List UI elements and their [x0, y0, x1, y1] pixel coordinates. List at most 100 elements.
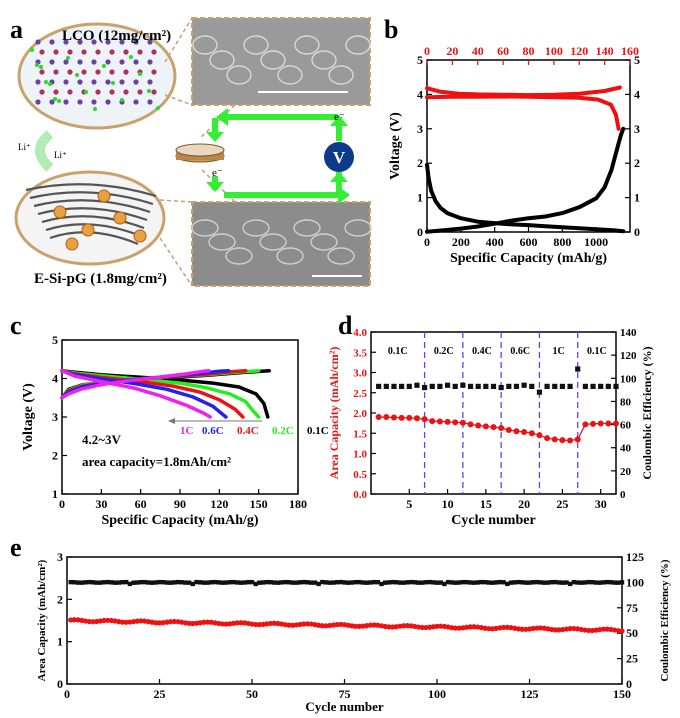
chart-d-efficiency-point — [544, 383, 550, 389]
lco-atom — [137, 89, 143, 95]
chart-b-x2tick-label: 100 — [545, 44, 563, 58]
lco-atom — [67, 49, 73, 55]
chart-b-plot-frame — [426, 59, 631, 233]
sem-grain — [191, 219, 219, 237]
chart-d-capacity-point — [498, 424, 505, 431]
chart-e-capacity-point — [600, 626, 607, 632]
chart-d-y2tick-label: 40 — [620, 443, 632, 455]
chart-e-capacity-point — [68, 617, 74, 623]
chart-b-ytick-label: 1 — [417, 191, 423, 205]
chart-e-efficiency-point — [124, 579, 129, 585]
sem-grain — [311, 50, 337, 70]
chart-e-efficiency-point — [327, 580, 332, 585]
chart-c-legend-label-0.6C: 0.6C — [202, 425, 224, 437]
lco-atom — [63, 99, 69, 105]
chart-e-efficiency-point — [294, 580, 299, 585]
chart-e-capacity-point — [123, 619, 129, 625]
sem-grain — [226, 65, 252, 85]
chart-d-efficiency-point — [376, 383, 382, 389]
chart-b-y2tick-label: 4 — [634, 87, 640, 101]
chart-e-efficiency-point — [508, 580, 514, 585]
chart-c-annotation-voltage-window: 4.2~3V — [82, 432, 122, 447]
chart-d-capacity-point — [590, 420, 597, 427]
chart-d-capacity-point — [383, 414, 390, 421]
chart-d-efficiency-point — [483, 383, 489, 389]
chart-e-capacity-point — [552, 627, 559, 633]
chart-c-series-discharge-1C — [60, 369, 212, 419]
silicon-particle — [97, 189, 111, 203]
lco-atom — [133, 79, 139, 85]
chart-e-efficiency-point — [516, 579, 521, 585]
silicon-particle — [65, 237, 79, 251]
chart-d-efficiency-point — [559, 383, 566, 389]
sem-grain — [328, 65, 354, 85]
chart-e-capacity-point — [401, 623, 407, 629]
chart-b-y2tick-label: 1 — [634, 191, 640, 205]
chart-b-y2tick-label: 3 — [634, 122, 640, 136]
chart-e-capacity-point — [234, 620, 240, 626]
chart-e-capacity-point — [371, 622, 377, 628]
chart-b-y2tick-label: 5 — [634, 53, 640, 67]
chart-e-efficiency-point — [375, 579, 380, 585]
chart-e-efficiency-point — [135, 580, 140, 585]
chart-e-efficiency-point — [309, 580, 314, 585]
chart-d-ylabel: Area Capacity (mAh/cm²) — [327, 347, 341, 480]
panel-e-letter: e — [10, 533, 22, 562]
chart-d-efficiency-point — [391, 383, 397, 389]
chart-e-efficiency-point — [75, 580, 81, 585]
sem-image-bottom — [191, 201, 371, 287]
chart-e-efficiency-point — [468, 580, 473, 585]
chart-d-efficiency-point — [498, 384, 504, 391]
chart-e-efficiency-point — [116, 580, 121, 585]
chart-e-efficiency-point — [549, 580, 554, 585]
lco-atom — [77, 99, 83, 105]
chart-e-capacity-point — [271, 620, 277, 626]
chart-e-efficiency-point — [457, 580, 462, 585]
chart-e-efficiency-point — [186, 580, 192, 585]
chart-e-efficiency-point — [353, 579, 358, 585]
chart-e-capacity-point — [323, 623, 329, 629]
chart-e-capacity-point — [134, 618, 140, 624]
graphene-sheet — [45, 223, 142, 238]
cell-disc-face — [175, 143, 225, 157]
chart-e-xtick-label: 0 — [64, 687, 70, 701]
lco-atom — [105, 59, 111, 65]
chart-e-efficiency-point — [275, 580, 281, 585]
chart-d-xtick-label: 25 — [556, 497, 568, 511]
chart-e-capacity-point — [501, 624, 507, 631]
chart-b-xtick-label: 1000 — [584, 235, 608, 249]
chart-e-capacity-point — [71, 617, 77, 623]
chart-e-efficiency-point — [542, 580, 547, 585]
chart-d-rate-cycling: 5 10 15 20 25 30 0.0 0.5 1.0 1.5 2.0 2.5 3.0 3.5 4.0 0 2… — [327, 327, 654, 528]
lithium-atom — [75, 73, 79, 77]
chart-e-capacity-point — [419, 624, 425, 631]
chart-e-efficiency-point — [242, 580, 247, 585]
chart-c-xlabel: Specific Capacity (mAh/g) — [101, 513, 258, 528]
lco-atom — [81, 69, 87, 75]
chart-b-x2tick-label: 80 — [523, 44, 535, 58]
chart-d-capacity-point — [482, 423, 489, 430]
chart-e-capacity-point — [519, 626, 525, 632]
lco-atom — [95, 89, 101, 95]
chart-c-xtick-label: 150 — [250, 497, 268, 511]
lithium-atom — [66, 56, 70, 60]
chart-c-ytick-label: 4 — [52, 372, 58, 386]
lco-atom — [63, 79, 69, 85]
chart-e-efficiency-point — [323, 580, 329, 585]
chart-c-xtick-label: 60 — [135, 497, 147, 511]
chart-d-efficiency-point — [452, 383, 458, 389]
lco-atom — [147, 99, 153, 105]
chart-e-efficiency-point — [586, 579, 591, 585]
chart-d-capacity-point — [413, 415, 420, 422]
sem-grain — [344, 219, 372, 237]
chart-e-efficiency-point — [497, 579, 503, 585]
lco-atom — [81, 49, 87, 55]
silicon-particle — [133, 229, 147, 243]
chart-e-y2tick-label: 0 — [626, 677, 632, 691]
chart-d-efficiency-point — [490, 383, 497, 389]
graphene-sheet — [41, 215, 145, 230]
chart-e-capacity-point — [538, 625, 544, 631]
connector-bottom-1 — [159, 199, 193, 203]
graphene-sheet — [37, 207, 148, 222]
